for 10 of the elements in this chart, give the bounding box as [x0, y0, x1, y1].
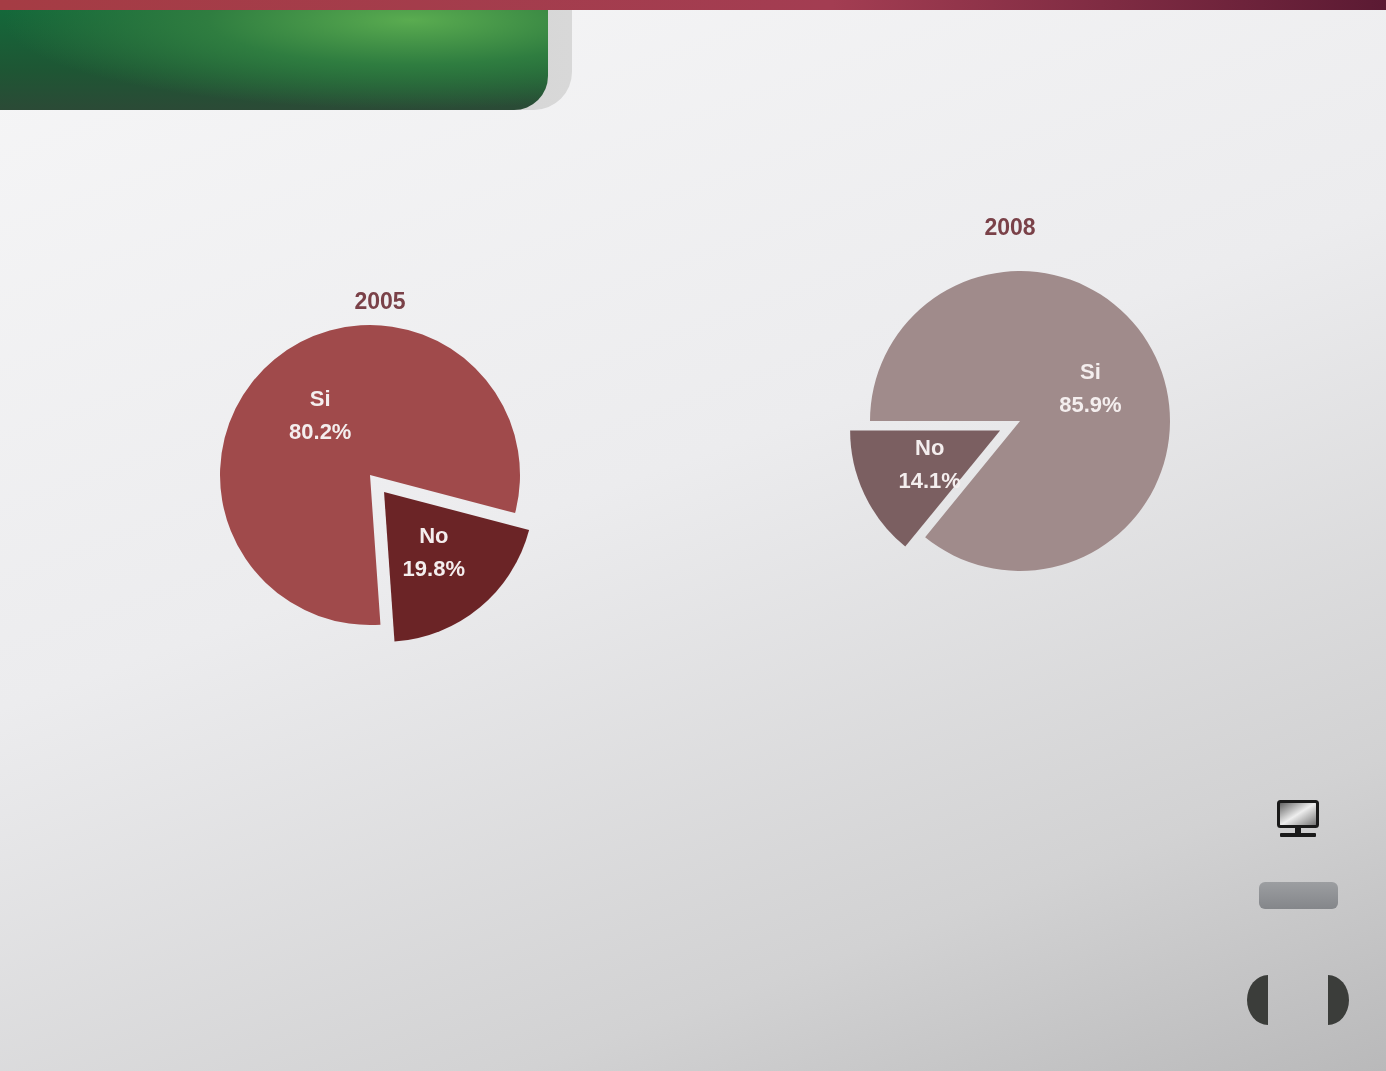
slice-label: No — [419, 523, 449, 549]
slice-label: Si — [1080, 358, 1101, 384]
chart-title: 2008 — [984, 213, 1036, 240]
slice-label: No — [914, 434, 945, 460]
data-label: 85.9% — [1059, 391, 1122, 417]
chart-title: 2005 — [354, 287, 406, 314]
slice-label: Si — [309, 385, 331, 411]
data-label: 14.1% — [898, 467, 961, 493]
data-label: 80.2% — [289, 418, 352, 444]
data-label: 19.8% — [402, 556, 465, 582]
